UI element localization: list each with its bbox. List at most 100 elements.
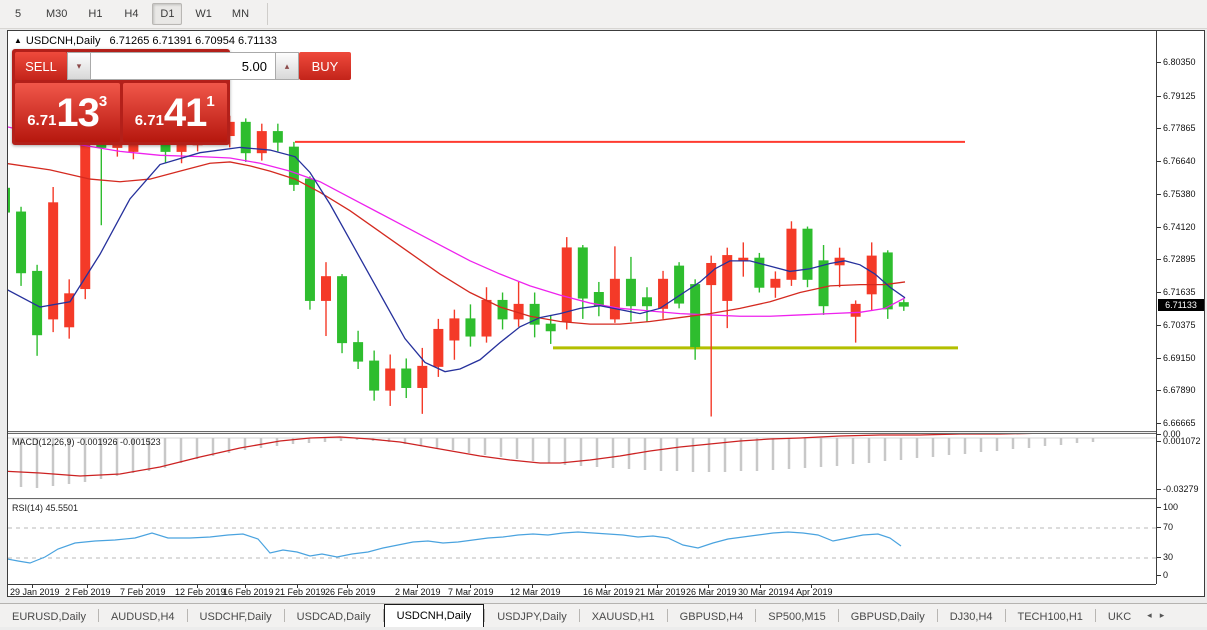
date-axis-label: 16 Feb 2019 — [223, 587, 274, 597]
sell-price-main: 13 — [56, 90, 99, 135]
price-axis-label: 6.75380 — [1163, 189, 1196, 199]
date-axis-label: 7 Feb 2019 — [120, 587, 166, 597]
tab-ukc[interactable]: UKC — [1107, 610, 1132, 623]
tab-sp500-m15[interactable]: SP500,M15 — [768, 610, 826, 623]
tab-dj30-h4[interactable]: DJ30,H4 — [949, 610, 993, 623]
axis-tick — [1157, 557, 1161, 558]
price-axis-label: 6.72895 — [1163, 254, 1196, 264]
axis-tick — [1157, 62, 1161, 63]
collapse-triangle-icon[interactable]: ▲ — [14, 36, 22, 45]
date-axis-label: 7 Mar 2019 — [448, 587, 494, 597]
date-axis-tick — [811, 585, 812, 588]
date-axis-label: 29 Jan 2019 — [10, 587, 60, 597]
timeframe-button-d1[interactable]: D1 — [152, 3, 183, 25]
axis-tick — [1157, 441, 1161, 442]
date-axis-tick — [532, 585, 533, 588]
axis-tick — [1157, 434, 1161, 435]
price-axis-label: 6.77865 — [1163, 123, 1196, 133]
timeframe-button-5[interactable]: 5 — [14, 8, 22, 20]
tab-tech100-h1[interactable]: TECH100,H1 — [1017, 610, 1083, 623]
date-axis-label: 30 Mar 2019 — [738, 587, 789, 597]
timeframe-button-h1[interactable]: H1 — [88, 8, 103, 20]
macd-pane[interactable]: MACD(12,26,9) -0.001926 -0.001523 — [8, 434, 1156, 498]
price-axis-label: 6.66665 — [1163, 418, 1196, 428]
timeframe-button-mn[interactable]: MN — [231, 8, 250, 20]
tab-xauusd-h1[interactable]: XAUUSD,H1 — [591, 610, 655, 623]
tab-separator — [936, 609, 938, 622]
tab-separator — [97, 609, 99, 622]
rsi-axis-label: 30 — [1163, 552, 1174, 562]
tab-usdchf-daily[interactable]: USDCHF,Daily — [199, 610, 272, 623]
price-axis-label: 6.70375 — [1163, 320, 1196, 330]
price-axis-label: 6.69150 — [1163, 353, 1196, 363]
tab-usdcnh-daily[interactable]: USDCNH,Daily — [383, 604, 485, 627]
volume-input[interactable] — [91, 52, 275, 80]
pane-splitter[interactable] — [8, 431, 1156, 434]
date-axis-label: 2 Mar 2019 — [395, 587, 441, 597]
rsi-pane[interactable]: RSI(14) 45.5501 — [8, 500, 1156, 584]
axis-tick — [1157, 259, 1161, 260]
rsi-axis-label: 0 — [1163, 570, 1169, 580]
buy-price-box[interactable]: 6.71 41 1 — [122, 83, 227, 142]
timeframe-button-h4[interactable]: H4 — [124, 8, 139, 20]
chart-tab-bar: EURUSD,Daily AUDUSD,H4 USDCHF,Daily USDCAD,… — [0, 603, 1207, 627]
timeframe-button-m30[interactable]: M30 — [46, 8, 68, 20]
axis-tick — [1157, 161, 1161, 162]
tab-separator — [283, 609, 285, 622]
tab-scroll-left-icon[interactable]: ◂ — [1147, 610, 1152, 620]
date-axis-label: 12 Mar 2019 — [510, 587, 561, 597]
tab-scroll-right-icon[interactable]: ▸ — [1159, 610, 1165, 620]
price-axis-label: 6.74120 — [1163, 222, 1196, 232]
date-axis-label: 4 Apr 2019 — [789, 587, 833, 597]
macd-chart — [8, 434, 1156, 488]
timeframe-button-w1[interactable]: W1 — [195, 8, 212, 20]
date-axis-label: 26 Mar 2019 — [686, 587, 737, 597]
tab-gbpusd-daily[interactable]: GBPUSD,Daily — [850, 610, 925, 623]
date-axis-tick — [297, 585, 298, 588]
axis-tick — [1157, 575, 1161, 576]
tab-usdcad-daily[interactable]: USDCAD,Daily — [296, 610, 371, 623]
toolbar-separator — [267, 3, 269, 25]
date-axis-tick — [470, 585, 471, 588]
buy-button[interactable]: BUY — [299, 52, 351, 80]
tab-separator — [382, 609, 384, 622]
date-axis-tick — [32, 585, 33, 588]
macd-axis-label: 0.001072 — [1163, 436, 1201, 446]
current-price-badge: 6.71133 — [1158, 299, 1204, 311]
tab-gbpusd-h4[interactable]: GBPUSD,H4 — [679, 610, 744, 623]
price-axis-label: 6.71635 — [1163, 287, 1196, 297]
tab-eurusd-daily[interactable]: EURUSD,Daily — [12, 610, 86, 623]
rsi-chart — [8, 527, 1156, 564]
tab-usdjpy-daily[interactable]: USDJPY,Daily — [497, 610, 567, 623]
date-axis-tick — [708, 585, 709, 588]
time-axis[interactable]: 29 Jan 2019 2 Feb 2019 7 Feb 2019 12 Feb 20… — [8, 584, 1156, 597]
price-axis-label: 6.80350 — [1163, 57, 1196, 67]
axis-tick — [1157, 507, 1161, 508]
timeframe-toolbar: 5 M30 H1 H4 D1 W1 MN — [0, 0, 1207, 29]
date-axis-label: 16 Mar 2019 — [583, 587, 634, 597]
date-axis-tick — [197, 585, 198, 588]
date-axis-tick — [245, 585, 246, 588]
sell-price-box[interactable]: 6.71 13 3 — [15, 83, 120, 142]
tab-separator — [1094, 609, 1096, 622]
date-axis-tick — [142, 585, 143, 588]
ohlc-values: 6.71265 6.71391 6.70954 6.71133 — [109, 35, 277, 47]
volume-increase-button[interactable]: ▴ — [275, 52, 299, 80]
axis-tick — [1157, 227, 1161, 228]
sell-button[interactable]: SELL — [15, 52, 67, 80]
axis-tick — [1157, 423, 1161, 424]
tab-separator — [1004, 609, 1006, 622]
sell-price-pip: 3 — [98, 93, 108, 110]
volume-decrease-button[interactable]: ▾ — [67, 52, 91, 80]
price-axis[interactable]: 6.80350 6.79125 6.77865 6.76640 6.75380 6.741… — [1156, 31, 1204, 584]
tab-separator — [484, 609, 486, 622]
price-pane[interactable]: ▲ USDCNH,Daily 6.71265 6.71391 6.70954 6.… — [8, 31, 1156, 431]
tab-audusd-h4[interactable]: AUDUSD,H4 — [110, 610, 175, 623]
rsi-axis-label: 100 — [1163, 502, 1179, 512]
macd-axis-label: 0.00 — [1163, 429, 1181, 439]
date-axis-tick — [605, 585, 606, 588]
price-axis-label: 6.76640 — [1163, 156, 1196, 166]
date-axis-tick — [657, 585, 658, 588]
macd-label: MACD(12,26,9) -0.001926 -0.001523 — [12, 437, 161, 447]
